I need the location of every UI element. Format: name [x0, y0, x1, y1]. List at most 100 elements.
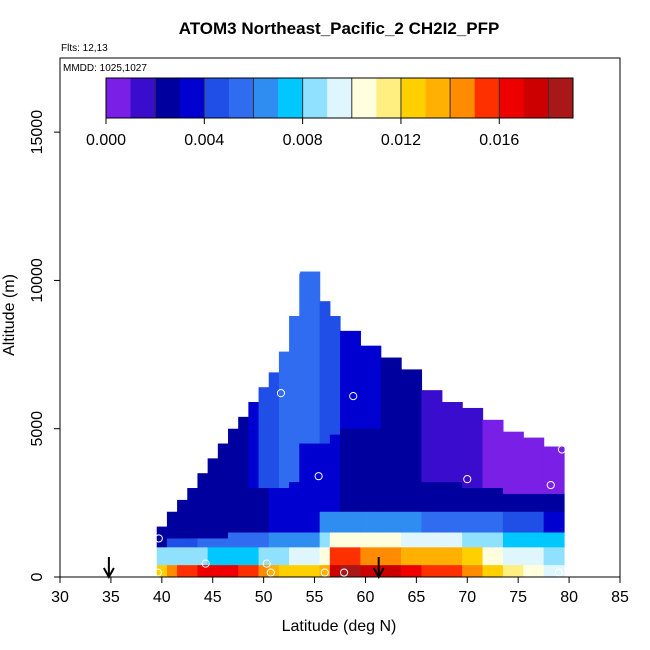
heatmap-cell	[258, 565, 270, 578]
heatmap-cell	[166, 511, 178, 539]
heatmap-cell	[278, 565, 290, 578]
heatmap-cell	[177, 538, 188, 548]
heatmap-cell	[360, 428, 382, 513]
heatmap-cell	[187, 488, 199, 539]
heatmap-cell	[462, 565, 484, 578]
sample-point	[546, 480, 555, 490]
colorbar-swatch	[106, 78, 132, 118]
heatmap-cell	[329, 511, 341, 533]
heatmap-cell	[319, 547, 331, 566]
heatmap-cell	[197, 538, 209, 548]
heatmap-cell	[299, 565, 321, 578]
plot-frame	[59, 57, 621, 578]
heatmap-cell	[502, 511, 524, 533]
colorbar-tick-label: 0.000	[86, 132, 126, 149]
colorbar-tick-label: 0.008	[283, 132, 323, 149]
heatmap-cell	[543, 547, 565, 566]
heatmap-cell	[502, 547, 524, 566]
colorbar-tick-label: 0.004	[184, 132, 224, 149]
colorbar-swatch	[204, 78, 230, 118]
heatmap-cell	[523, 493, 545, 513]
heatmap-cell	[278, 532, 290, 548]
colorbar-swatch	[425, 78, 451, 118]
heatmap-cell	[502, 565, 524, 578]
heatmap-cell	[523, 547, 545, 566]
colorbar-swatch	[474, 78, 500, 118]
y-tick-label: 0	[29, 572, 46, 581]
dates-label: MMDD: 1025,1027	[63, 63, 147, 74]
heatmap-cell	[502, 532, 524, 548]
heatmap-cell	[217, 538, 229, 548]
x-tick-label: 65	[407, 589, 425, 606]
x-tick-label: 60	[357, 589, 375, 606]
heatmap-cell	[228, 428, 239, 533]
heatmap-cell	[401, 565, 423, 578]
x-tick-label: 70	[458, 589, 476, 606]
heatmap-cell	[482, 511, 504, 533]
colorbar-swatch	[400, 78, 427, 118]
heatmap-cell	[421, 547, 443, 566]
heatmap-cell	[319, 511, 331, 533]
y-tick-label: 10000	[29, 258, 46, 303]
sample-point	[262, 559, 271, 568]
heatmap-cell	[523, 511, 545, 533]
heatmap-cell	[329, 434, 341, 513]
colorbar-swatch	[376, 78, 402, 118]
heatmap-cell	[360, 345, 382, 430]
heatmap-cell	[268, 547, 280, 566]
heatmap-cell	[319, 532, 331, 548]
heatmap-cell	[166, 547, 178, 566]
colorbar-swatch	[450, 78, 476, 118]
colorbar-swatch	[155, 78, 181, 118]
heatmap-cell	[360, 532, 382, 548]
heatmap-cell	[258, 387, 270, 489]
heatmap-cell	[401, 511, 423, 533]
heatmap-cell	[401, 547, 423, 566]
x-tick-label: 55	[306, 589, 324, 606]
x-tick-label: 75	[509, 589, 527, 606]
heatmap-cell	[278, 488, 290, 533]
heatmap-cell	[441, 532, 463, 548]
heatmap-cell	[421, 565, 443, 578]
heatmap-cell	[401, 532, 423, 548]
heatmap-cell	[421, 532, 443, 548]
heatmap-cell	[523, 437, 545, 495]
colorbar-swatch	[130, 78, 156, 118]
heatmap-cell	[380, 532, 402, 548]
heatmap-cell	[299, 271, 321, 444]
heatmap-cell	[401, 473, 423, 513]
heatmap-cell	[543, 565, 565, 578]
sample-point	[557, 445, 567, 454]
heatmap-cell	[228, 547, 239, 566]
y-axis-label: Altitude (m)	[1, 274, 18, 356]
heatmap-cell	[329, 565, 341, 578]
heatmap-cell	[462, 547, 484, 566]
heatmap-cell	[482, 488, 504, 513]
heatmap-cell	[207, 547, 219, 566]
sample-point	[320, 568, 329, 577]
heatmap-cell	[187, 538, 199, 548]
heatmap-cell	[319, 565, 331, 578]
heatmap-cell	[462, 532, 484, 548]
heatmap-cell	[380, 565, 402, 578]
heatmap-cell	[340, 547, 361, 566]
heatmap-cell	[166, 538, 178, 548]
heatmap-cell	[421, 511, 443, 533]
heatmap-cell	[340, 532, 361, 548]
heatmap-cell	[217, 547, 229, 566]
heatmap-cell	[319, 301, 331, 444]
heatmap-cell	[543, 532, 565, 548]
heatmap-cell	[278, 547, 290, 566]
heatmap-cell	[156, 547, 168, 566]
heatmap-cell	[217, 565, 229, 578]
heatmap-cell	[187, 547, 199, 566]
heatmap-cell	[166, 565, 178, 578]
sample-point	[276, 389, 286, 398]
sample-point	[292, 267, 301, 276]
sample-point	[463, 475, 472, 484]
chart-title: ATOM3 Northeast_Pacific_2 CH2I2_PFP	[179, 19, 500, 38]
heatmap-cell	[421, 482, 443, 513]
x-axis: 30 35 40 45 50 55 60 65 70 75 80 85	[51, 577, 629, 606]
heatmap-cell	[207, 565, 219, 578]
